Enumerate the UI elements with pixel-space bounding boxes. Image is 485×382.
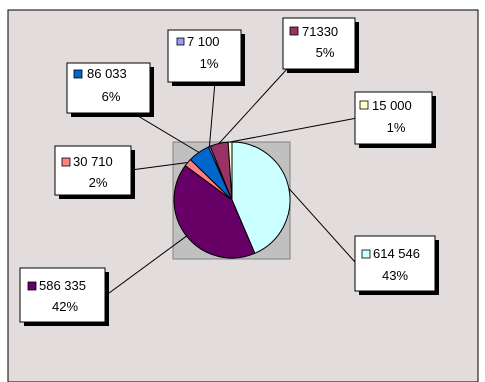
leader-lines [104,68,358,297]
label-percent: 6% [102,89,121,104]
label-percent: 2% [89,175,108,190]
leader-line [218,68,288,144]
data-label: 86 033 6% [66,62,154,117]
label-percent: 5% [316,45,335,60]
label-box [54,145,132,196]
data-label: 586 335 42% [19,267,109,326]
label-value: 586 335 [39,278,86,293]
label-percent: 1% [387,120,406,135]
label-value: 15 000 [372,98,412,113]
legend-key [73,69,83,79]
label-value: 86 033 [87,66,127,81]
data-label: 7 100 1% [167,29,245,86]
leader-line [104,235,187,297]
label-percent: 1% [200,56,219,71]
label-percent: 43% [382,268,408,283]
legend-key [361,249,371,259]
leader-line [229,117,358,143]
leader-line [130,161,188,171]
label-box [19,267,106,323]
legend-key [61,157,71,167]
legend-key [27,281,37,291]
label-value: 7 100 [187,34,220,49]
data-label: 614 546 43% [354,235,439,295]
leader-line [288,187,356,263]
slices-layer [173,141,291,259]
data-label: 30 710 2% [54,145,135,199]
label-percent: 42% [52,299,78,314]
legend-key [176,37,185,46]
label-box [354,235,436,292]
leader-line [208,81,216,147]
data-label: 15 000 1% [354,91,436,148]
label-value: 30 710 [73,154,113,169]
leader-line [132,112,200,153]
legend-key [359,100,369,110]
label-value: 71330 [302,24,338,39]
label-box [282,17,356,70]
data-label: 71330 5% [282,17,359,73]
label-value: 614 546 [373,246,420,261]
legend-key [289,26,299,36]
